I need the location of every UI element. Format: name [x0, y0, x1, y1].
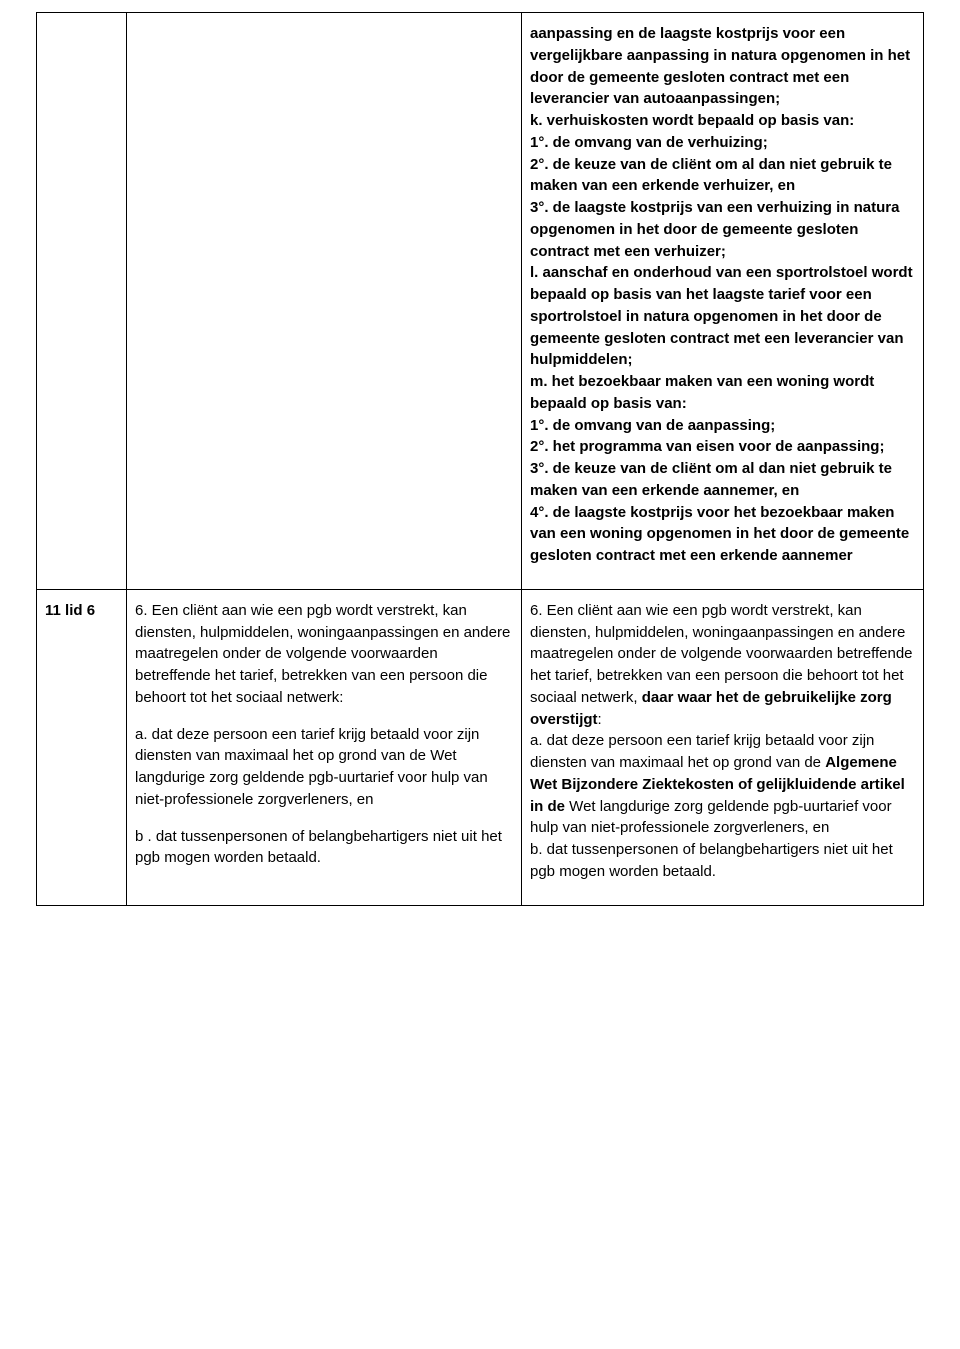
- table-row: 11 lid 6 6. Een cliënt aan wie een pgb w…: [37, 589, 924, 905]
- text-line: k. verhuiskosten wordt bepaald op basis …: [530, 110, 915, 132]
- paragraph: a. dat deze persoon een tarief krijg bet…: [530, 730, 915, 839]
- text-line: m. het bezoekbaar maken van een woning w…: [530, 371, 915, 415]
- cell-old-text: [127, 13, 522, 590]
- table-row: aanpassing en de laagste kostprijs voor …: [37, 13, 924, 590]
- paragraph: 6. Een cliënt aan wie een pgb wordt vers…: [530, 600, 915, 731]
- paragraph: b . dat tussenpersonen of belangbehartig…: [135, 826, 513, 870]
- text-run: Wet langdurige zorg geldende pgb-uurtari…: [530, 798, 892, 837]
- cell-article: 11 lid 6: [37, 589, 127, 905]
- text-line: 2°. het programma van eisen voor de aanp…: [530, 436, 915, 458]
- text-line: 3°. de keuze van de cliënt om al dan nie…: [530, 458, 915, 502]
- cell-new-text: 6. Een cliënt aan wie een pgb wordt vers…: [522, 589, 924, 905]
- paragraph: b. dat tussenpersonen of belangbehartige…: [530, 839, 915, 883]
- text-run: :: [598, 711, 602, 728]
- text-line: l. aanschaf en onderhoud van een sportro…: [530, 262, 915, 371]
- paragraph: a. dat deze persoon een tarief krijg bet…: [135, 724, 513, 811]
- text-line: aanpassing en de laagste kostprijs voor …: [530, 23, 915, 110]
- text-line: 1°. de omvang van de verhuizing;: [530, 132, 915, 154]
- cell-new-text: aanpassing en de laagste kostprijs voor …: [522, 13, 924, 590]
- text-run: a. dat deze persoon een tarief krijg bet…: [530, 732, 874, 771]
- page: aanpassing en de laagste kostprijs voor …: [0, 0, 960, 946]
- text-line: 3°. de laagste kostprijs van een verhuiz…: [530, 197, 915, 262]
- comparison-table: aanpassing en de laagste kostprijs voor …: [36, 12, 924, 906]
- cell-old-text: 6. Een cliënt aan wie een pgb wordt vers…: [127, 589, 522, 905]
- paragraph: 6. Een cliënt aan wie een pgb wordt vers…: [135, 600, 513, 709]
- text-line: 4°. de laagste kostprijs voor het bezoek…: [530, 502, 915, 567]
- text-line: 2°. de keuze van de cliënt om al dan nie…: [530, 154, 915, 198]
- cell-article: [37, 13, 127, 590]
- text-line: 1°. de omvang van de aanpassing;: [530, 415, 915, 437]
